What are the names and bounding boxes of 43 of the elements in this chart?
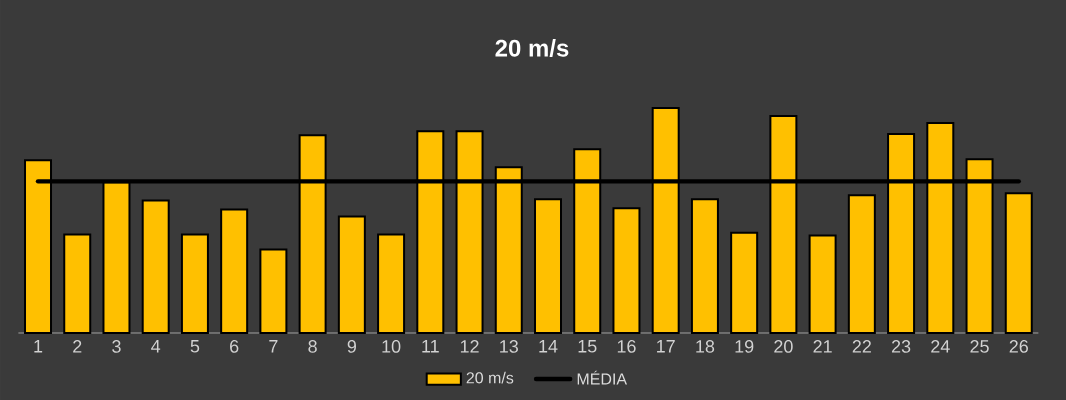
x-tick-label: 8 xyxy=(308,340,317,353)
x-tick-label: 6 xyxy=(230,340,239,353)
x-tick-label: 7 xyxy=(269,340,278,353)
x-tick-label: 23 xyxy=(891,340,911,353)
bar xyxy=(259,248,288,334)
x-tick-label: 17 xyxy=(657,340,675,353)
bar xyxy=(534,198,562,334)
bar xyxy=(847,194,876,334)
bar xyxy=(180,233,209,334)
x-tick-label: 16 xyxy=(617,340,636,353)
x-tick-label: 25 xyxy=(970,340,989,353)
x-tick-label: 2 xyxy=(73,340,82,353)
x-tick-label: 18 xyxy=(696,340,715,353)
bar xyxy=(690,198,719,334)
chart-title: 20 m/s xyxy=(495,39,569,57)
bar xyxy=(63,233,92,334)
bar xyxy=(141,199,170,334)
legend-label: 20 m/s xyxy=(466,371,514,384)
bar xyxy=(730,231,759,334)
x-tick-label: 5 xyxy=(190,340,200,353)
x-tick-label: 4 xyxy=(151,340,161,353)
bar xyxy=(612,207,641,334)
x-tick-label: 11 xyxy=(422,340,439,353)
x-tick-label: 12 xyxy=(460,340,479,353)
x-tick-label: 24 xyxy=(931,340,950,353)
x-tick-label: 19 xyxy=(735,340,754,353)
bar xyxy=(337,215,366,334)
x-tick-label: 14 xyxy=(539,340,558,353)
x-tick-label: 3 xyxy=(112,340,121,353)
x-tick-label: 22 xyxy=(852,340,871,353)
x-tick-label: 21 xyxy=(813,340,832,353)
x-tick-label: 15 xyxy=(578,340,597,353)
x-tick-label: 26 xyxy=(1009,340,1028,353)
bar xyxy=(377,233,406,334)
bar xyxy=(808,234,837,334)
bar xyxy=(1004,192,1033,334)
legend-label: MÉDIA xyxy=(577,370,628,385)
bar xyxy=(220,208,249,334)
x-tick-label: 13 xyxy=(500,340,518,353)
x-tick-label: 9 xyxy=(347,340,357,353)
x-tick-label: 10 xyxy=(382,340,401,353)
x-tick-label: 20 xyxy=(774,340,793,353)
x-tick-label: 1 xyxy=(34,340,43,353)
